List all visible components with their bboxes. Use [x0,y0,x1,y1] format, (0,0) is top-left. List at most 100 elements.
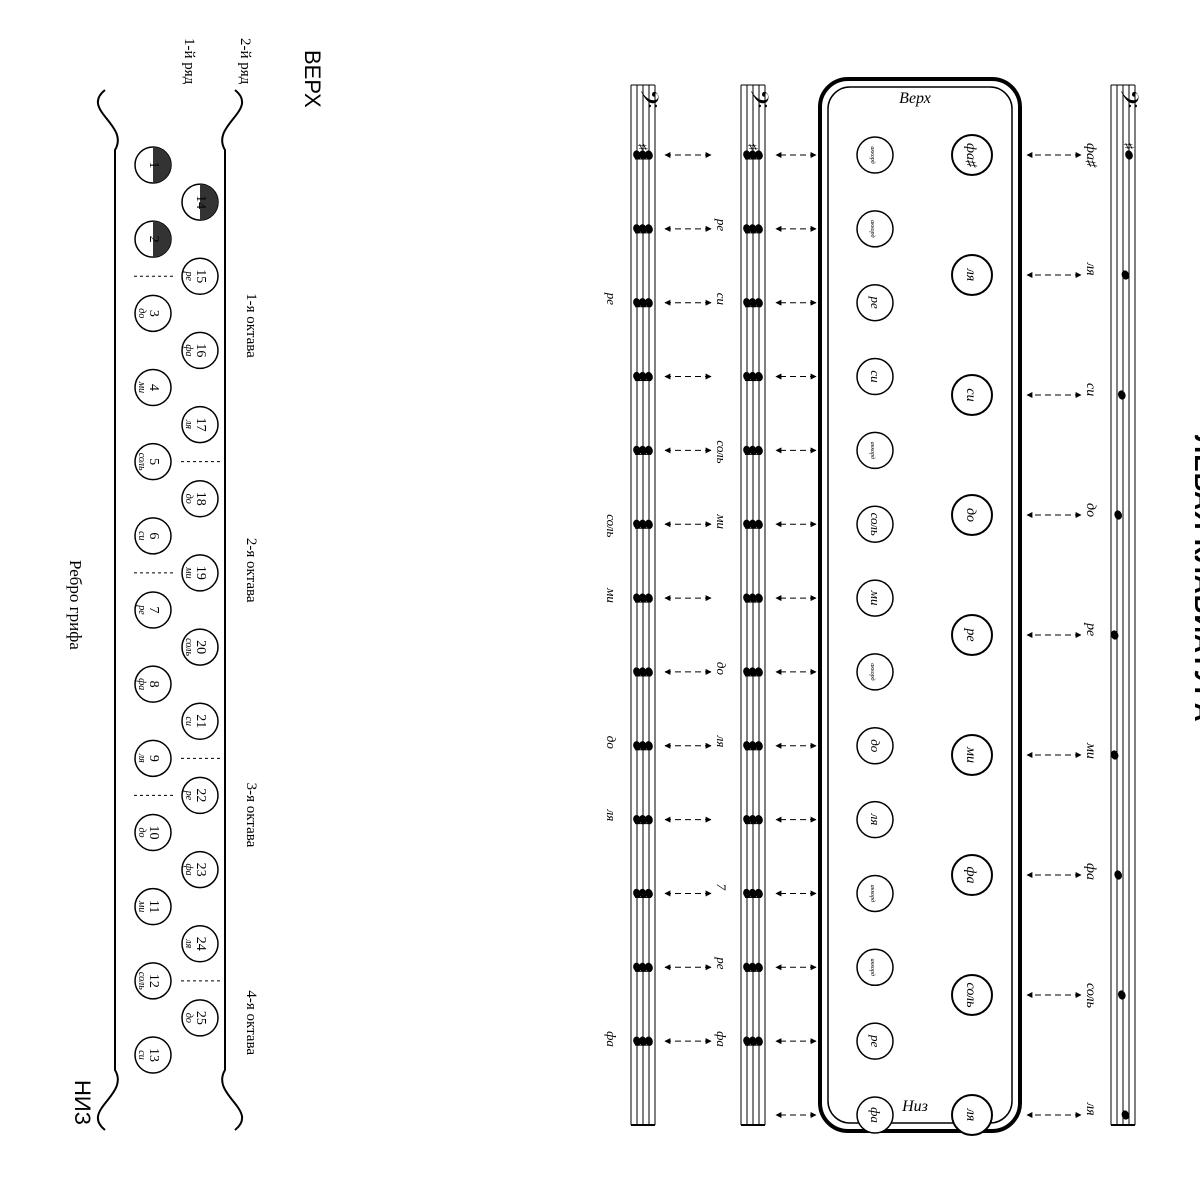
bass-button-label: ля [963,268,978,282]
svg-text:♯: ♯ [746,144,760,150]
button-number: 16 [193,343,208,357]
keyboard-button: 13си [135,1037,171,1073]
button-number: 11 [146,900,161,913]
keyboard-button: 25до [182,1000,218,1036]
chord-button-label: ре [868,1034,883,1048]
button-number: 23 [193,863,208,877]
keyboard-button: 1 [135,147,171,183]
octave-label: 1-я октава [243,293,259,358]
neck-edge-label: Ребро грифа [66,560,85,650]
chord2-label: ля [604,809,619,822]
left-keyboard-box: ВерхНизфа♯лясидоремифасольляаккордаккорд… [820,79,1020,1135]
chord-button-label: фа [868,1107,883,1123]
chord1-label: 7 [714,883,729,890]
chord2-label: ми [604,587,619,603]
button-note: соль [136,972,147,990]
button-note: ре [136,604,147,615]
chord1-label: ре [714,956,729,970]
button-number: 25 [193,1011,208,1025]
button-note: до [183,1013,194,1023]
neck-bottom-edge [98,90,118,1130]
bass-button-label: до [963,508,978,522]
note-head [1117,990,1126,1000]
button-number: 7 [146,607,161,614]
left-keyboard-panel: ЛЕВАЯ КЛАВИАТУРА𝄢♯фа♯лясидоремифасольляВ… [604,79,1200,1135]
button-note: ре [183,790,194,801]
keyboard-button: 20соль [182,629,218,665]
button-note: ля [183,938,194,948]
chord2-label: ре [604,292,619,306]
button-number: 1 [146,162,161,169]
keyboard-button: 16фа [182,332,218,368]
bass-note-label: ре [1083,622,1098,636]
bass-button-label: фа [963,867,978,884]
button-number: 5 [146,458,161,465]
button-number: 21 [193,714,208,728]
keyboard-button: 12соль [135,963,171,999]
bass-clef: 𝄢 [739,89,772,108]
keyboard-button: 5соль [135,444,171,480]
kb-top-label: Верх [899,90,931,107]
button-number: 8 [146,681,161,688]
keyboard-button: 6си [135,518,171,554]
button-number: 6 [146,532,161,539]
bass-button-label: фа♯ [963,143,978,168]
chord-button-label: соль [868,513,883,536]
button-note: до [136,827,147,837]
chord-button-label: до [868,739,883,753]
keyboard-button: 18до [182,481,218,517]
button-note: ля [183,419,194,429]
octave-label: 3-я октава [243,783,259,848]
chord1-label: ми [714,513,729,529]
keyboard-button: 2 [135,221,171,257]
bass-button-label: си [963,388,978,401]
button-note: ми [183,566,194,578]
keyboard-button: 19ми [182,555,218,591]
button-note: до [136,308,147,318]
button-note: соль [136,453,147,471]
button-note: ля [136,753,147,763]
keyboard-button: 7ре [135,592,171,628]
keyboard-button: 21си [182,703,218,739]
button-note: си [183,717,194,726]
chord-staff-2: 𝄢♯ресольмидоляфа [604,85,662,1125]
button-number: 14 [193,195,208,209]
keyboard-button: 24ля [182,926,218,962]
chord-button-label: ми [868,590,883,606]
button-note: ми [136,381,147,393]
note-head [1114,510,1123,520]
button-number: 20 [193,640,208,654]
keyboard-button: 15ре [182,258,218,294]
chord1-label: си [714,293,729,306]
keyboard-button: 23фа [182,852,218,888]
bass-note-label: соль [1083,983,1098,1008]
chord-button-label: ре [868,296,883,310]
button-note: фа [136,678,147,690]
button-note: ре [183,271,194,282]
chord-button-label: си [868,370,883,383]
button-number: 2 [146,236,161,243]
chord1-label: фа [714,1031,729,1047]
chord-button-label: аккорд [869,885,876,902]
chord-button-label: аккорд [869,442,876,459]
bass-clef: 𝄢 [629,89,662,108]
bass-note-label: фа♯ [1083,143,1098,168]
chord-button-label: аккорд [869,959,876,976]
button-number: 10 [146,826,161,840]
button-number: 18 [193,492,208,506]
chord1-label: соль [714,440,729,463]
chord-button-label: аккорд [869,146,876,163]
button-note: соль [183,638,194,656]
svg-text:♯: ♯ [1122,143,1136,149]
chord-button-label: ля [868,813,883,826]
bass-note-label: фа [1083,863,1098,880]
chord-button-label: аккорд [869,220,876,237]
bass-note-label: до [1083,503,1098,517]
chord1-label: ля [714,735,729,748]
bass-note-label: си [1083,383,1098,396]
button-number: 22 [193,788,208,802]
keyboard-button: 10до [135,815,171,851]
bottom-label: НИЗ [70,1080,95,1125]
row2-label: 2-й ряд [237,38,253,85]
chord2-label: фа [604,1031,619,1047]
